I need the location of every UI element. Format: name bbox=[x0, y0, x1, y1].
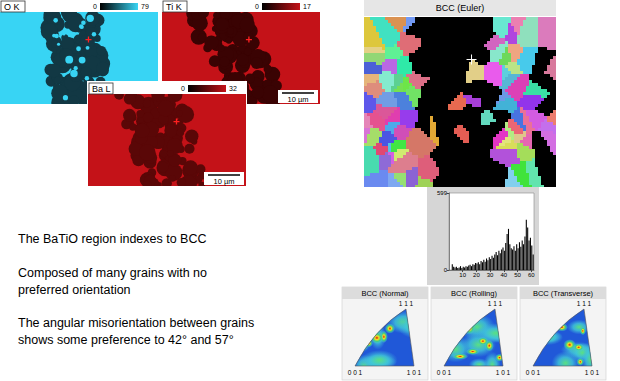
svg-text:The angular misorientation bet: The angular misorientation between grain… bbox=[18, 316, 254, 330]
svg-text:60: 60 bbox=[528, 272, 535, 278]
svg-text:1 1 1: 1 1 1 bbox=[488, 300, 503, 307]
svg-text:0 0 1: 0 0 1 bbox=[526, 369, 541, 376]
svg-text:0: 0 bbox=[93, 3, 97, 10]
svg-text:The BaTiO region indexes to BC: The BaTiO region indexes to BCC bbox=[18, 232, 207, 246]
svg-text:Ti K: Ti K bbox=[166, 2, 182, 12]
svg-text:preferred orientation: preferred orientation bbox=[18, 283, 131, 297]
svg-text:599: 599 bbox=[437, 190, 448, 196]
svg-text:BCC (Transverse): BCC (Transverse) bbox=[533, 289, 594, 298]
svg-text:1 0 1: 1 0 1 bbox=[585, 369, 600, 376]
svg-text:30: 30 bbox=[487, 272, 494, 278]
svg-text:10 µm: 10 µm bbox=[288, 95, 309, 104]
svg-text:O K: O K bbox=[4, 2, 20, 12]
svg-text:1 0 1: 1 0 1 bbox=[407, 369, 422, 376]
svg-text:17: 17 bbox=[303, 3, 311, 10]
svg-text:1 0 1: 1 0 1 bbox=[496, 369, 511, 376]
svg-text:0: 0 bbox=[444, 267, 448, 273]
svg-text:10: 10 bbox=[459, 272, 466, 278]
svg-text:50: 50 bbox=[514, 272, 521, 278]
svg-text:Ba L: Ba L bbox=[92, 84, 111, 94]
svg-text:1 1 1: 1 1 1 bbox=[577, 300, 592, 307]
svg-text:0 0 1: 0 0 1 bbox=[437, 369, 452, 376]
svg-text:20: 20 bbox=[473, 272, 480, 278]
svg-text:0 0 1: 0 0 1 bbox=[348, 369, 363, 376]
svg-text:32: 32 bbox=[229, 85, 237, 92]
svg-text:BCC (Euler): BCC (Euler) bbox=[436, 3, 485, 13]
svg-text:10 µm: 10 µm bbox=[214, 177, 235, 186]
svg-text:BCC (Rolling): BCC (Rolling) bbox=[451, 289, 497, 298]
svg-text:BCC (Normal): BCC (Normal) bbox=[361, 289, 409, 298]
svg-text:0: 0 bbox=[255, 3, 259, 10]
svg-text:shows some preference to 42° a: shows some preference to 42° and 57° bbox=[18, 333, 234, 347]
svg-text:0: 0 bbox=[181, 85, 185, 92]
svg-text:1 1 1: 1 1 1 bbox=[399, 300, 414, 307]
svg-text:Composed of many grains with n: Composed of many grains with no bbox=[18, 266, 207, 280]
svg-text:40: 40 bbox=[500, 272, 507, 278]
svg-text:79: 79 bbox=[141, 3, 149, 10]
